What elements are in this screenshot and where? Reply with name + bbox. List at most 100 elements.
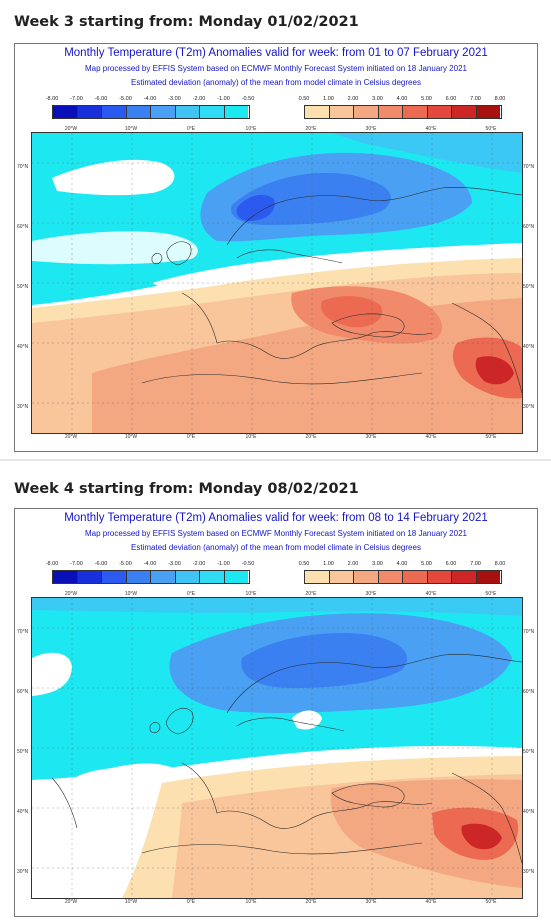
cold-legend-swatch (126, 571, 151, 583)
lon-label: 10°E (245, 126, 257, 132)
warm-legend-swatch (378, 571, 403, 583)
lat-label: 50°N (17, 749, 29, 755)
cold-legend-swatch (102, 106, 127, 118)
map-subtitle: Map processed by EFFIS System based on E… (85, 64, 467, 73)
cold-legend-label: -3.00 (168, 561, 181, 567)
cold-legend-swatch (200, 106, 225, 118)
warm-legend-swatch (329, 106, 354, 118)
week-4-section: Week 4 starting from: Monday 08/02/2021 … (0, 462, 551, 923)
cold-legend-label: -8.00 (45, 561, 59, 567)
warm-legend-label: 5.00 (421, 561, 432, 567)
warm-legend-swatch (354, 106, 379, 118)
warm-legend-label: 2.00 (347, 561, 359, 567)
cold-legend: -8.00 -7.00 -6.00 -5.00 -4.00 -3.00 -2.00 -1.00… (46, 96, 254, 126)
lon-label: 20°W (64, 434, 78, 440)
lon-label: 20°E (305, 591, 317, 597)
warm-legend-label: 8.00 (494, 96, 506, 102)
anomaly-map-panel: Monthly Temperature (T2m) Anomalies vali… (14, 508, 538, 917)
warm-legend-label: 6.00 (445, 96, 457, 102)
lon-label: 20°W (64, 126, 78, 132)
warm-legend-label: 0.50 (298, 561, 310, 567)
cold-legend-label: -8.00 (45, 96, 59, 102)
lon-label: 30°E (365, 899, 377, 905)
warm-legend-label: 1.00 (323, 561, 334, 567)
lat-label: 70°N (17, 164, 29, 170)
warm-legend-swatch (427, 106, 452, 118)
warm-legend-label: 4.00 (396, 561, 408, 567)
lat-label: 40°N (523, 809, 535, 815)
warm-legend-swatch (476, 106, 500, 118)
anomaly-map (31, 132, 523, 434)
lon-label: 30°E (365, 434, 377, 440)
lon-label: 10°W (124, 591, 138, 597)
warm-legend-label: 7.00 (470, 561, 481, 567)
lon-label: 40°E (425, 126, 437, 132)
map-subtitle: Map processed by EFFIS System based on E… (85, 529, 467, 538)
cold-legend-bar (52, 570, 250, 584)
warm-legend-swatch (452, 571, 477, 583)
lon-label: 40°E (425, 591, 437, 597)
week-heading: Week 3 starting from: Monday 01/02/2021 (14, 14, 359, 30)
lat-label: 70°N (523, 164, 535, 170)
cold-legend-swatch (224, 106, 248, 118)
lon-label: 20°W (64, 899, 78, 905)
anomaly-map-panel: Monthly Temperature (T2m) Anomalies vali… (14, 43, 538, 452)
cold-legend-swatch (102, 571, 127, 583)
anomaly-map (31, 597, 523, 899)
lat-label: 50°N (523, 284, 535, 290)
cold-legend-label: -0.50 (241, 96, 255, 102)
warm-legend-label: 7.00 (470, 96, 481, 102)
lat-label: 70°N (523, 629, 535, 635)
map-note: Estimated deviation (anomaly) of the mea… (131, 78, 421, 87)
warm-legend-label: 3.00 (372, 561, 383, 567)
lon-label: 10°E (245, 899, 257, 905)
cold-legend-label: -3.00 (168, 96, 181, 102)
section-divider (0, 459, 551, 461)
cold-legend-swatch (77, 106, 102, 118)
lon-label: 10°W (124, 899, 138, 905)
cold-legend-label: -1.00 (217, 561, 230, 567)
warm-legend-swatch (305, 571, 330, 583)
cold-legend-swatch (175, 571, 200, 583)
lat-label: 40°N (17, 809, 29, 815)
map-title: Monthly Temperature (T2m) Anomalies vali… (64, 47, 488, 59)
cold-legend-swatch (151, 106, 176, 118)
lon-label: 20°E (305, 126, 317, 132)
cold-legend-swatch (53, 571, 78, 583)
map-note: Estimated deviation (anomaly) of the mea… (131, 543, 421, 552)
cold-legend-bar (52, 105, 250, 119)
cold-legend-label: -4.00 (143, 561, 157, 567)
lon-label: 50°E (485, 434, 497, 440)
warm-legend-swatch (378, 106, 403, 118)
warm-legend-ticks: 0.50 1.00 2.00 3.00 4.00 5.00 6.00 7.00 8.00 (299, 96, 506, 105)
week-heading: Week 4 starting from: Monday 08/02/2021 (14, 481, 359, 497)
warm-legend-label: 8.00 (494, 561, 506, 567)
cold-legend-swatch (126, 106, 151, 118)
warm-legend-label: 1.00 (323, 96, 334, 102)
lon-label: 10°W (124, 126, 138, 132)
warm-legend-label: 2.00 (347, 96, 359, 102)
lat-label: 60°N (523, 689, 535, 695)
warm-legend-swatch (427, 571, 452, 583)
warm-legend-swatch (452, 106, 477, 118)
cold-legend-swatch (77, 571, 102, 583)
warm-legend: 0.50 1.00 2.00 3.00 4.00 5.00 6.00 7.00 8.00 (299, 96, 506, 126)
lat-label: 30°N (17, 404, 29, 410)
warm-legend-bar (304, 570, 502, 584)
cold-legend-label: -6.00 (94, 96, 108, 102)
warm-legend-ticks: 0.50 1.00 2.00 3.00 4.00 5.00 6.00 7.00 8.00 (299, 561, 506, 570)
lat-label: 50°N (523, 749, 535, 755)
cold-legend-label: -7.00 (70, 561, 83, 567)
lon-label: 30°E (365, 591, 377, 597)
lon-label: 0°E (186, 126, 196, 132)
lon-label: 20°E (305, 899, 317, 905)
lon-label: 50°E (485, 899, 497, 905)
cold-legend-label: -2.00 (192, 561, 206, 567)
map-title: Monthly Temperature (T2m) Anomalies vali… (64, 512, 488, 524)
warm-legend-swatch (403, 571, 428, 583)
lon-label: 20°E (305, 434, 317, 440)
lon-label: 50°E (485, 591, 497, 597)
lon-label: 10°E (245, 591, 257, 597)
lon-label: 10°E (245, 434, 257, 440)
cold-legend-label: -0.50 (241, 561, 255, 567)
